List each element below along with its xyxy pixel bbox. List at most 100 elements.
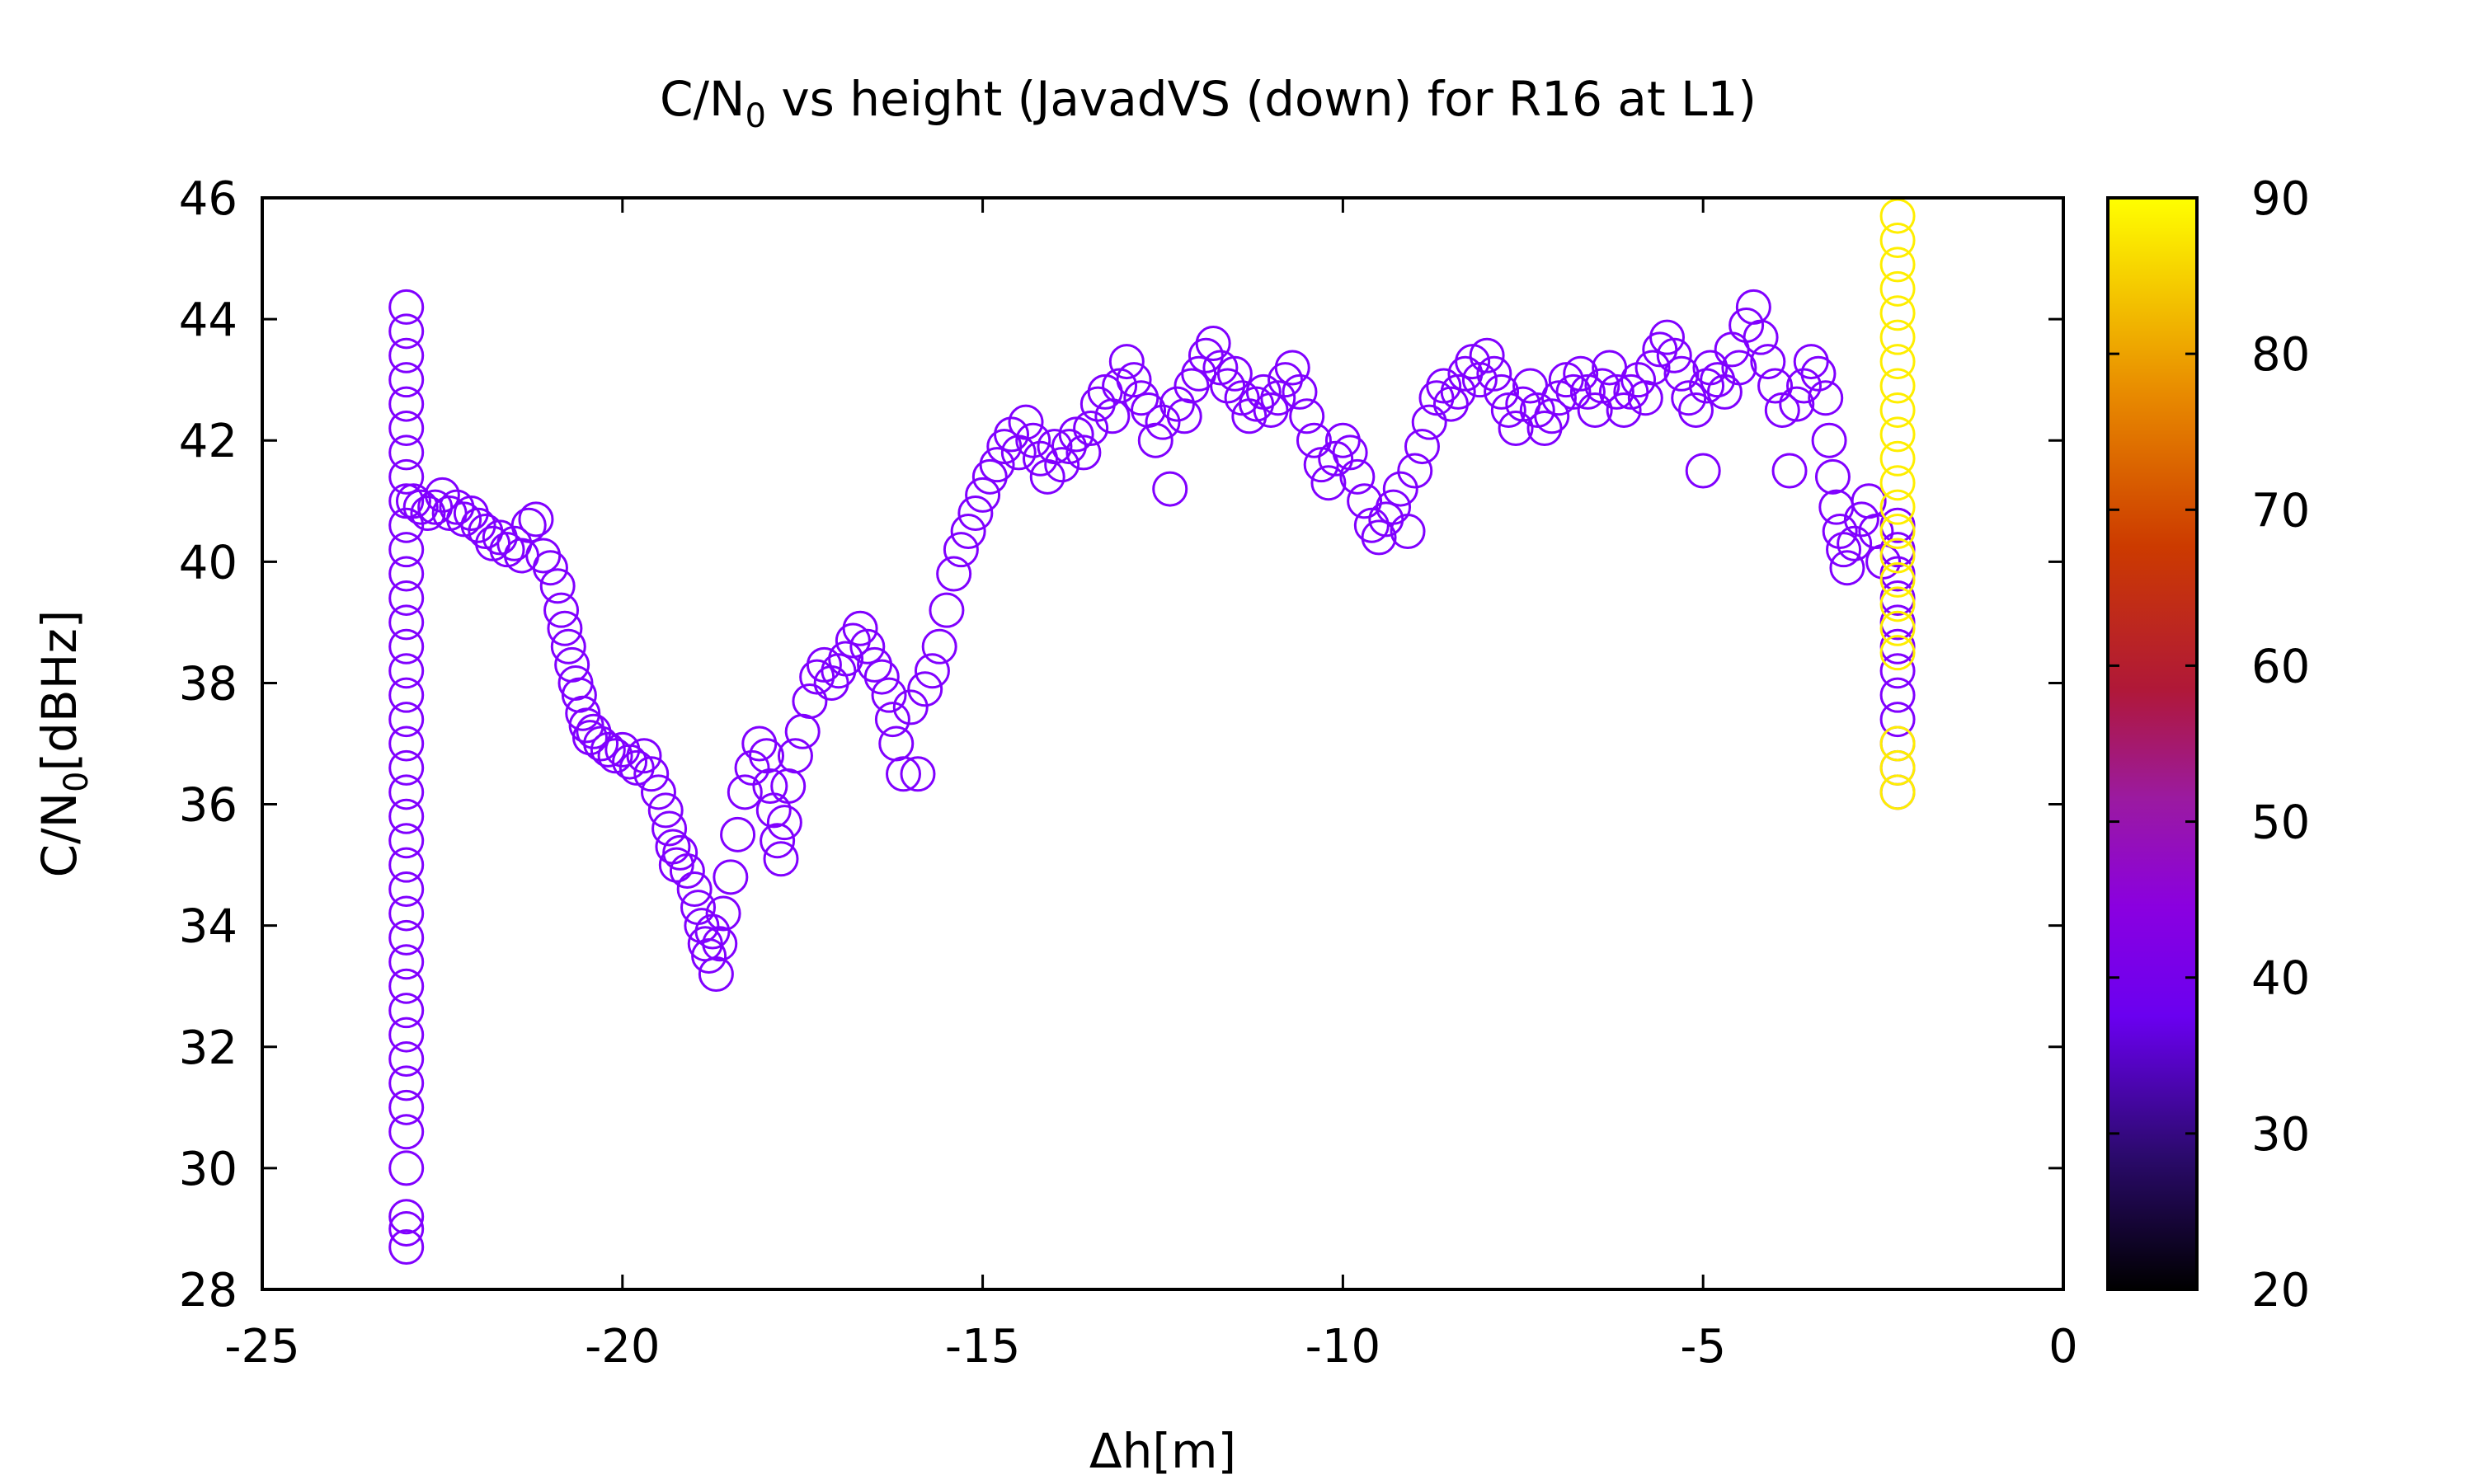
data-point [1879, 416, 1916, 453]
colorbar-tick-label: 80 [2251, 328, 2310, 382]
data-point [1843, 501, 1879, 538]
x-tick-label: -20 [585, 1320, 660, 1374]
plot-frame [261, 196, 2065, 1291]
data-point [828, 641, 864, 677]
y-tick-label: 32 [179, 1021, 238, 1075]
data-point [1310, 465, 1347, 501]
data-point [1404, 429, 1440, 465]
data-point [1376, 489, 1412, 525]
data-point [1706, 373, 1743, 410]
data-point [1484, 373, 1520, 410]
data-point [1729, 307, 1765, 343]
data-point [388, 847, 425, 883]
data-point [1606, 392, 1642, 428]
data-point [863, 659, 900, 695]
data-point [1879, 561, 1916, 598]
data-point [943, 532, 979, 568]
data-point [388, 483, 425, 519]
data-point [1851, 483, 1887, 519]
data-point [633, 756, 670, 792]
data-point [713, 859, 749, 895]
colorbar-tick-label: 20 [2251, 1264, 2310, 1317]
data-point [557, 665, 594, 701]
data-point [892, 689, 929, 726]
data-point [460, 507, 496, 543]
data-point [702, 926, 738, 962]
y-tick-label: 38 [179, 657, 238, 711]
data-point [590, 731, 626, 768]
data-point [1029, 458, 1065, 495]
data-point [1079, 386, 1116, 422]
data-point [1440, 373, 1476, 410]
data-point [1879, 465, 1916, 501]
data-point [971, 458, 1008, 495]
data-point [1210, 368, 1246, 404]
data-point [1519, 392, 1555, 428]
data-point [1216, 355, 1253, 392]
data-point [1116, 362, 1152, 398]
series-yellow [1879, 198, 1916, 810]
data-point [1476, 355, 1512, 392]
data-point [1145, 404, 1181, 440]
data-point [1764, 392, 1800, 428]
data-point [741, 726, 778, 762]
data-point [388, 823, 425, 859]
data-point [1757, 368, 1794, 404]
colorbar-axis: 20 30 40 50 60 70 80 90 [2108, 172, 2310, 1317]
data-point [900, 756, 936, 792]
data-point [1779, 386, 1815, 422]
data-point [1689, 368, 1725, 404]
y-tick-label: 30 [179, 1143, 238, 1196]
data-point [1540, 380, 1577, 416]
data-point [929, 592, 965, 628]
data-point [1879, 514, 1916, 550]
data-point [1577, 392, 1613, 428]
data-point [1879, 295, 1916, 331]
data-point [395, 483, 431, 519]
data-point [1598, 373, 1634, 410]
data-point [1818, 489, 1855, 525]
data-point [950, 514, 986, 550]
data-point [388, 313, 425, 350]
data-point [1837, 525, 1873, 561]
data-point [1786, 368, 1823, 404]
x-tick-label: 0 [2048, 1320, 2078, 1374]
data-point [388, 944, 425, 980]
data-point [388, 507, 425, 543]
data-point [1656, 337, 1692, 373]
data-point [669, 852, 705, 889]
data-point [543, 592, 580, 628]
data-point [1347, 483, 1383, 519]
data-point [388, 749, 425, 786]
data-point [539, 568, 576, 604]
data-point [1260, 380, 1296, 416]
data-point [914, 653, 950, 689]
colorbar-tick-label: 40 [2251, 952, 2310, 1006]
data-point [1879, 677, 1916, 713]
data-point [410, 495, 446, 531]
x-tick-label: -25 [224, 1320, 299, 1374]
data-point [388, 895, 425, 932]
data-point [1555, 373, 1592, 410]
data-point [1044, 447, 1080, 483]
data-point [1584, 368, 1620, 404]
data-point [1879, 319, 1916, 355]
data-point [1015, 422, 1051, 458]
data-point [388, 1150, 425, 1186]
data-point [388, 411, 425, 447]
data-point [1318, 440, 1354, 477]
data-point [1829, 550, 1865, 586]
data-point [874, 702, 910, 738]
data-point [1879, 270, 1916, 307]
plot-marks [388, 198, 1916, 1266]
data-point [784, 713, 821, 749]
data-point [510, 507, 547, 543]
data-point [1879, 586, 1916, 622]
y-tick-label: 44 [179, 294, 238, 347]
data-point [388, 1065, 425, 1101]
data-point [1390, 514, 1426, 550]
colorbar-tick-label: 90 [2251, 172, 2310, 226]
data-point [698, 956, 734, 993]
y-tick-label: 28 [179, 1264, 238, 1317]
data-point [388, 774, 425, 810]
